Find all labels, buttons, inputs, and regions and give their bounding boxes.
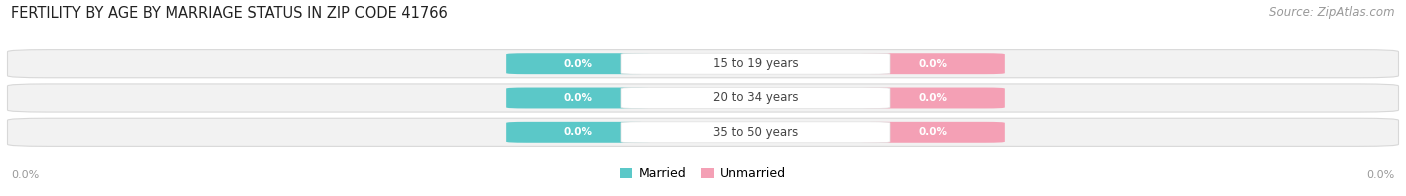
Text: 0.0%: 0.0% <box>918 93 948 103</box>
Legend: Married, Unmarried: Married, Unmarried <box>614 162 792 185</box>
Text: 0.0%: 0.0% <box>564 127 593 137</box>
FancyBboxPatch shape <box>7 84 1399 112</box>
Text: 0.0%: 0.0% <box>11 170 39 180</box>
Text: 15 to 19 years: 15 to 19 years <box>713 57 799 70</box>
FancyBboxPatch shape <box>506 53 651 74</box>
Text: 0.0%: 0.0% <box>918 127 948 137</box>
Text: 0.0%: 0.0% <box>564 93 593 103</box>
FancyBboxPatch shape <box>860 53 1005 74</box>
FancyBboxPatch shape <box>621 53 890 74</box>
FancyBboxPatch shape <box>506 88 651 108</box>
FancyBboxPatch shape <box>860 88 1005 108</box>
Text: FERTILITY BY AGE BY MARRIAGE STATUS IN ZIP CODE 41766: FERTILITY BY AGE BY MARRIAGE STATUS IN Z… <box>11 6 449 21</box>
Text: 0.0%: 0.0% <box>1367 170 1395 180</box>
Text: 35 to 50 years: 35 to 50 years <box>713 126 799 139</box>
Text: 0.0%: 0.0% <box>564 59 593 69</box>
FancyBboxPatch shape <box>7 50 1399 78</box>
Text: Source: ZipAtlas.com: Source: ZipAtlas.com <box>1270 6 1395 19</box>
FancyBboxPatch shape <box>506 122 651 143</box>
FancyBboxPatch shape <box>860 122 1005 143</box>
FancyBboxPatch shape <box>621 122 890 143</box>
Text: 20 to 34 years: 20 to 34 years <box>713 92 799 104</box>
Text: 0.0%: 0.0% <box>918 59 948 69</box>
FancyBboxPatch shape <box>621 88 890 108</box>
FancyBboxPatch shape <box>7 118 1399 146</box>
